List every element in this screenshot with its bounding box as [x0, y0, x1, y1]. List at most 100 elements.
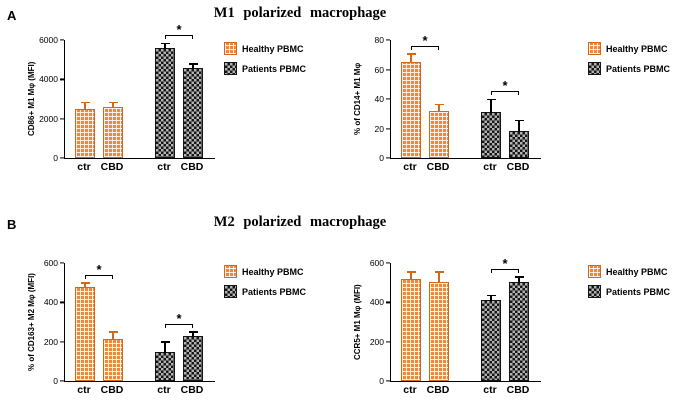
y-tick-label: 400: [43, 297, 58, 308]
y-tick-label: 0: [379, 153, 384, 163]
error-bar: [112, 332, 114, 340]
x-tick-label: ctr: [157, 161, 171, 173]
legend-label: Patients PBMC: [606, 63, 671, 74]
bar-healthy-CBD: [103, 106, 123, 158]
error-bar-cap: [80, 282, 90, 284]
error-bar: [438, 272, 440, 283]
y-tick-mark: [386, 98, 390, 100]
bar-patients-ctr: [481, 112, 501, 158]
plot-area: *: [390, 257, 541, 382]
panel-title-m1: M1 polarized macrophage: [213, 5, 387, 21]
panel-label-b: B: [7, 217, 17, 232]
bar-patients-CBD: [183, 335, 203, 381]
y-tick-label: 2000: [39, 113, 58, 124]
significance-bracket: [165, 34, 193, 39]
y-axis-label: % of CD163+ M2 Mφ (MFI): [27, 273, 36, 371]
y-tick-label: 600: [43, 258, 58, 268]
error-bar-cap: [514, 276, 524, 278]
panel-title-m2: M2 polarized macrophage: [213, 214, 387, 230]
error-bar: [438, 104, 440, 112]
panel-b: B M2 polarized macrophage 0 200 400 600 % of…: [0, 209, 679, 417]
error-bar: [84, 102, 86, 110]
legend-label: Healthy PBMC: [606, 43, 668, 54]
legend-item-patients: Patients PBMC: [588, 285, 679, 298]
x-tick-label: ctr: [403, 384, 417, 396]
legend-label: Healthy PBMC: [242, 43, 304, 54]
y-tick-label: 0: [379, 376, 384, 386]
x-tick-label: ctr: [77, 384, 91, 396]
y-tick-mark: [60, 78, 64, 80]
legend-label: Healthy PBMC: [606, 266, 668, 277]
x-tick-label: ctr: [483, 161, 497, 173]
panel-a: A M1 polarized macrophage 0 2000 4000 6000 C…: [0, 0, 679, 208]
y-axis-label: CCR5+ M1 Mφ (MFI): [353, 284, 362, 360]
bar-chart-cd163-m2: 0 200 400 600% of CD163+ M2 Mφ (MFI) * * ctr CB…: [24, 255, 236, 405]
y-tick-mark: [60, 262, 64, 264]
bar-chart-cd14-m1: 0 20 40 60 80% of CD14+ M1 Mφ * * ctr CBD ctr CBD: [350, 32, 562, 182]
x-tick-label: CBD: [180, 384, 204, 396]
legend-item-healthy: Healthy PBMC: [224, 42, 319, 55]
plot-area: * *: [64, 263, 215, 382]
y-tick-label: 20: [374, 123, 384, 134]
bar-patients-ctr: [481, 300, 501, 381]
x-tick-label: CBD: [180, 161, 204, 173]
significance-star: *: [422, 32, 428, 48]
y-tick-mark: [386, 39, 390, 41]
legend-label: Healthy PBMC: [242, 266, 304, 277]
legend-label: Patients PBMC: [242, 63, 307, 74]
y-tick-label: 400: [369, 297, 384, 308]
y-tick-label: 200: [369, 336, 384, 347]
y-tick-mark: [386, 157, 390, 159]
bar-healthy-ctr: [401, 62, 421, 158]
y-tick-mark: [60, 380, 64, 382]
significance-bracket: [491, 91, 519, 96]
significance-bracket: [85, 274, 113, 279]
error-bar: [490, 100, 492, 114]
bar-healthy-ctr: [75, 286, 95, 381]
y-tick-mark: [386, 301, 390, 303]
plot-area: * *: [390, 34, 541, 159]
legend-label: Patients PBMC: [242, 286, 307, 297]
legend-swatch-patients: [588, 62, 601, 75]
y-axis-label: CD86+ M1 Mφ (MFI): [27, 61, 36, 137]
error-bar-cap: [434, 271, 444, 273]
y-tick-label: 4000: [39, 74, 58, 85]
error-bar-cap: [514, 119, 524, 122]
y-tick-label: 40: [374, 94, 384, 104]
y-tick-mark: [386, 380, 390, 382]
legend-swatch-healthy: [588, 265, 601, 278]
error-bar: [490, 296, 492, 302]
legend-swatch-patients: [224, 285, 237, 298]
x-tick-label: CBD: [100, 161, 124, 173]
error-bar: [518, 121, 520, 133]
error-bar-cap: [188, 63, 198, 65]
y-tick-mark: [60, 301, 64, 303]
error-bar-cap: [434, 103, 444, 105]
y-tick-mark: [60, 118, 64, 120]
y-tick-label: 80: [374, 35, 384, 45]
legend-swatch-healthy: [224, 265, 237, 278]
significance-star: *: [502, 255, 508, 271]
x-tick-label: ctr: [483, 384, 497, 396]
error-bar: [164, 342, 166, 353]
x-tick-label: CBD: [426, 161, 450, 173]
legend-swatch-healthy: [588, 42, 601, 55]
legend-cd14: Healthy PBMC Patients PBMC: [588, 42, 679, 82]
x-tick-label: CBD: [100, 384, 124, 396]
y-tick-label: 200: [43, 336, 58, 347]
x-tick-label: ctr: [403, 161, 417, 173]
error-bar-cap: [80, 101, 90, 103]
bar-healthy-CBD: [103, 338, 123, 381]
y-tick-mark: [60, 39, 64, 41]
error-bar-cap: [486, 99, 496, 101]
x-tick-label: ctr: [77, 161, 91, 173]
bar-patients-CBD: [509, 281, 529, 381]
y-tick-mark: [386, 127, 390, 130]
error-bar: [112, 102, 114, 108]
legend-swatch-patients: [588, 285, 601, 298]
x-tick-label: ctr: [157, 384, 171, 396]
y-tick-label: 0: [53, 153, 58, 163]
bar-patients-ctr: [155, 47, 175, 158]
legend-ccr5: Healthy PBMC Patients PBMC: [588, 265, 679, 305]
